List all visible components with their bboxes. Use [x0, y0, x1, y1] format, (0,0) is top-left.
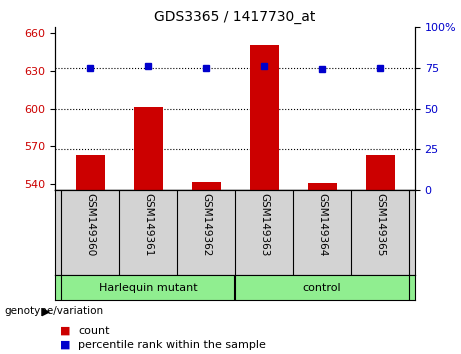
Text: count: count — [78, 326, 110, 336]
Text: percentile rank within the sample: percentile rank within the sample — [78, 340, 266, 350]
Text: GSM149364: GSM149364 — [317, 193, 327, 256]
Bar — [192, 182, 221, 190]
Bar — [366, 155, 395, 190]
Bar — [76, 155, 105, 190]
Text: GSM149360: GSM149360 — [85, 193, 95, 256]
Text: control: control — [303, 283, 342, 293]
Text: Harlequin mutant: Harlequin mutant — [99, 283, 197, 293]
Bar — [249, 45, 278, 190]
Text: ■: ■ — [60, 340, 71, 350]
Text: GSM149362: GSM149362 — [201, 193, 211, 256]
Bar — [134, 107, 163, 190]
Text: GSM149365: GSM149365 — [375, 193, 385, 256]
Text: genotype/variation: genotype/variation — [5, 306, 104, 316]
Title: GDS3365 / 1417730_at: GDS3365 / 1417730_at — [154, 10, 316, 24]
Text: GSM149361: GSM149361 — [143, 193, 153, 256]
Text: GSM149363: GSM149363 — [259, 193, 269, 256]
Bar — [307, 183, 337, 190]
Text: ▶: ▶ — [42, 306, 51, 316]
Text: ■: ■ — [60, 326, 71, 336]
